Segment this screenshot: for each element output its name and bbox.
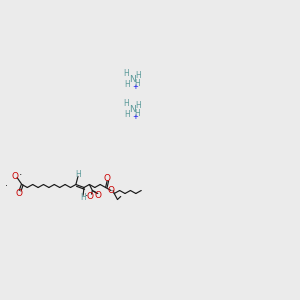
Text: H: H [124, 110, 130, 119]
Text: H: H [75, 170, 81, 179]
Text: O: O [94, 190, 101, 200]
Text: ·: · [4, 181, 8, 191]
Text: H: H [134, 110, 140, 118]
Text: H: H [124, 69, 130, 78]
Text: H: H [124, 80, 130, 89]
Text: ·: · [19, 170, 22, 181]
Text: H: H [124, 99, 130, 108]
Text: H: H [134, 80, 140, 88]
Text: +: + [132, 114, 138, 120]
Text: O: O [104, 174, 111, 183]
Text: N: N [129, 75, 135, 84]
Text: ·: · [85, 191, 89, 202]
Text: O: O [11, 172, 19, 181]
Text: O: O [15, 189, 22, 198]
Text: O: O [107, 186, 115, 195]
Text: H: H [136, 70, 142, 80]
Text: H: H [80, 193, 86, 202]
Text: +: + [132, 84, 138, 90]
Text: H: H [136, 100, 142, 109]
Text: O: O [86, 192, 94, 201]
Text: N: N [129, 105, 135, 114]
